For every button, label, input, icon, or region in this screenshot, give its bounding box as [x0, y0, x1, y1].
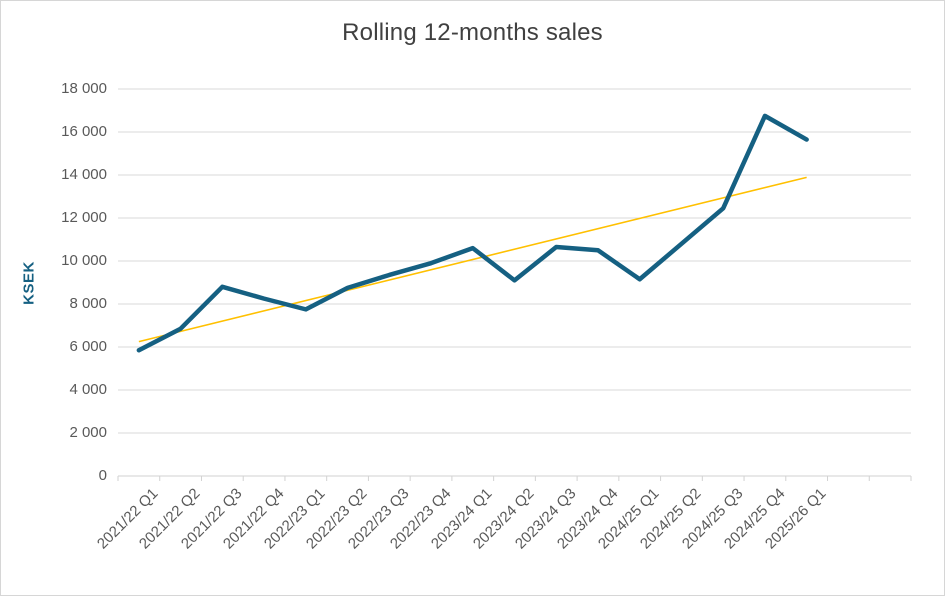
- trendline: [138, 176, 807, 343]
- y-tick-label: 16 000: [61, 123, 107, 140]
- sales-line: [136, 113, 809, 353]
- y-tick-label: 12 000: [61, 209, 107, 226]
- y-tick-label: 0: [98, 467, 107, 484]
- y-tick-label: 6 000: [69, 338, 107, 355]
- y-tick-label: 4 000: [69, 381, 107, 398]
- y-tick-label: 18 000: [61, 80, 107, 97]
- y-tick-label: 14 000: [61, 166, 107, 183]
- chart-title: Rolling 12-months sales: [342, 19, 603, 46]
- y-tick-label: 8 000: [69, 295, 107, 312]
- y-tick-label: 2 000: [69, 424, 107, 441]
- y-tick-label: 10 000: [61, 252, 107, 269]
